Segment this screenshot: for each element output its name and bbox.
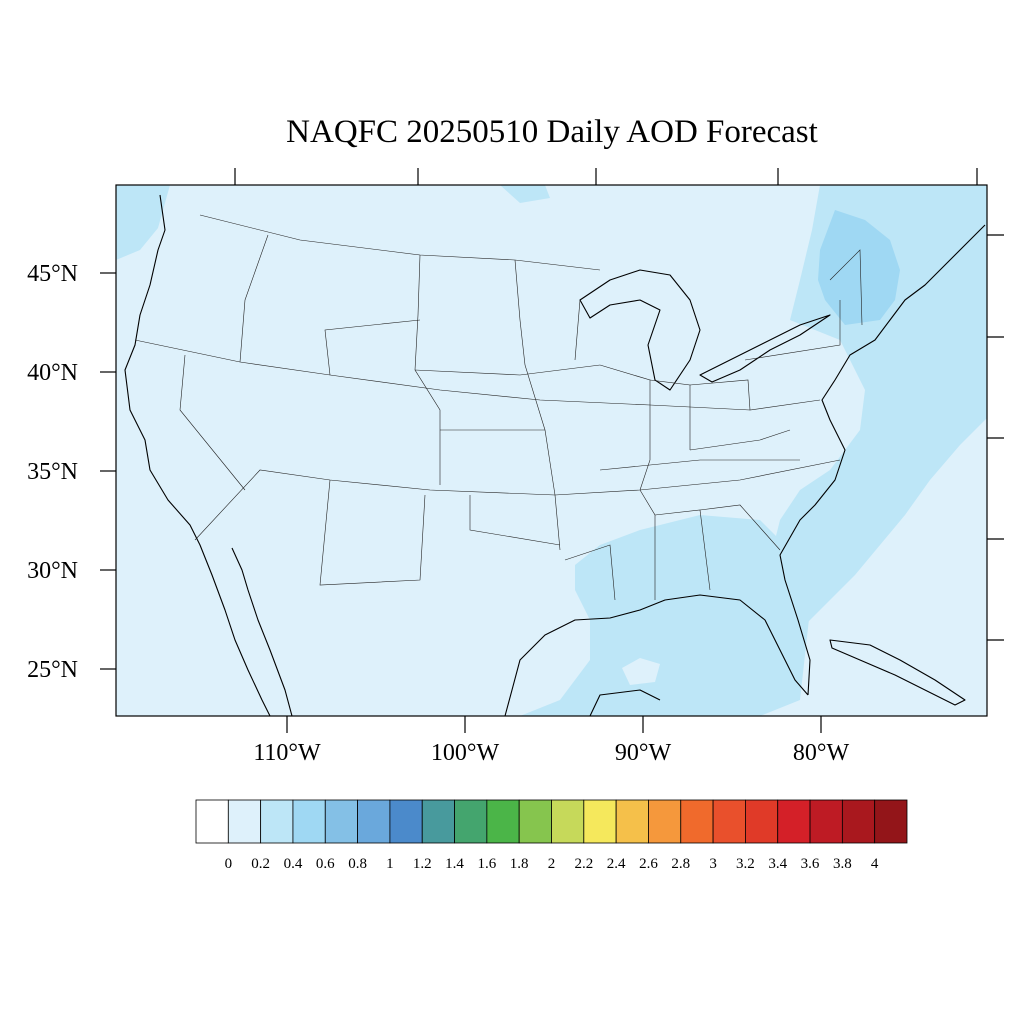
colorbar-label: 3.4 — [768, 856, 787, 872]
aod-colorbar — [195, 799, 908, 844]
map-panel — [116, 185, 987, 716]
lat-label-35: 35°N — [27, 459, 78, 485]
west-coastline — [124, 194, 271, 716]
lat-label-40: 40°N — [27, 360, 78, 386]
colorbar-bin-14 — [648, 799, 682, 844]
top-axis-ticks — [234, 168, 978, 185]
colorbar-bin-9 — [486, 799, 520, 844]
colorbar-bin-7 — [421, 799, 455, 844]
lat-label-45: 45°N — [27, 261, 78, 287]
colorbar-bin-4 — [324, 799, 358, 844]
aod-field-new-england — [818, 210, 900, 325]
colorbar-bin-21 — [874, 799, 908, 844]
colorbar-label: 1.8 — [510, 856, 529, 872]
colorbar-bin-12 — [583, 799, 617, 844]
colorbar-bin-16 — [712, 799, 746, 844]
colorbar-bin-3 — [292, 799, 326, 844]
colorbar-bin-0 — [195, 799, 229, 844]
colorbar-label: 4 — [871, 856, 879, 872]
bottom-axis-ticks — [286, 716, 822, 733]
colorbar-label: 3.2 — [736, 856, 755, 872]
colorbar-label: 1 — [386, 856, 394, 872]
latitude-labels: 45°N 40°N 35°N 30°N 25°N — [27, 261, 78, 683]
colorbar-label: 0.8 — [348, 856, 367, 872]
colorbar-bin-13 — [615, 799, 649, 844]
map-frame — [115, 184, 988, 717]
colorbar-label: 0.6 — [316, 856, 335, 872]
colorbar-label: 3.6 — [801, 856, 820, 872]
aod-field-pacific-nw — [116, 185, 170, 260]
colorbar-bin-11 — [551, 799, 585, 844]
great-lakes-outline — [579, 269, 831, 391]
colorbar-label: 0.2 — [251, 856, 270, 872]
colorbar-bin-6 — [389, 799, 423, 844]
colorbar-label: 2 — [548, 856, 556, 872]
aod-field-southeast — [520, 515, 810, 716]
colorbar-bin-17 — [745, 799, 779, 844]
colorbar-bin-8 — [454, 799, 488, 844]
colorbar-label: 1.4 — [445, 856, 464, 872]
colorbar-label: 2.8 — [671, 856, 690, 872]
caribbean-islands-outline — [829, 639, 966, 706]
lon-label-90w: 90°W — [615, 740, 672, 766]
lon-label-80w: 80°W — [793, 740, 850, 766]
gulf-coastline — [504, 594, 809, 716]
lon-label-110w: 110°W — [253, 740, 321, 766]
colorbar-label: 3 — [709, 856, 717, 872]
left-axis-ticks — [100, 272, 116, 670]
gulf-of-california-coast — [231, 547, 293, 716]
aod-field-gulf-patch — [622, 658, 660, 685]
east-coastline — [779, 224, 986, 696]
colorbar-bin-18 — [777, 799, 811, 844]
lon-label-100w: 100°W — [431, 740, 500, 766]
colorbar-bin-15 — [680, 799, 714, 844]
colorbar-bin-1 — [227, 799, 262, 844]
longitude-labels: 110°W 100°W 90°W 80°W — [253, 740, 849, 766]
colorbar-label: 1.6 — [477, 856, 496, 872]
colorbar-label: 3.8 — [833, 856, 852, 872]
lat-label-25: 25°N — [27, 657, 78, 683]
colorbar-bin-2 — [260, 799, 294, 844]
colorbar-label: 0.4 — [284, 856, 303, 872]
aod-colorbar-labels: 0 0.2 0.4 0.6 0.8 1 1.2 1.4 1.6 1.8 2 2.2 2.4 2.6 2.8 3… — [225, 856, 879, 872]
aod-field-north-border — [500, 185, 550, 203]
lat-label-30: 30°N — [27, 558, 78, 584]
colorbar-bin-20 — [841, 799, 876, 844]
mexico-caribbean-coast — [589, 689, 661, 716]
right-axis-ticks — [987, 234, 1004, 641]
aod-field-atlantic — [770, 185, 987, 640]
colorbar-label: 0 — [225, 856, 233, 872]
colorbar-label: 2.6 — [639, 856, 658, 872]
colorbar-bin-5 — [357, 799, 391, 844]
political-borders — [134, 214, 863, 601]
colorbar-label: 2.2 — [574, 856, 593, 872]
colorbar-bin-19 — [809, 799, 843, 844]
colorbar-label: 2.4 — [607, 856, 626, 872]
map-title: NAQFC 20250510 Daily AOD Forecast — [286, 114, 818, 150]
colorbar-bin-10 — [518, 799, 552, 844]
colorbar-label: 1.2 — [413, 856, 432, 872]
